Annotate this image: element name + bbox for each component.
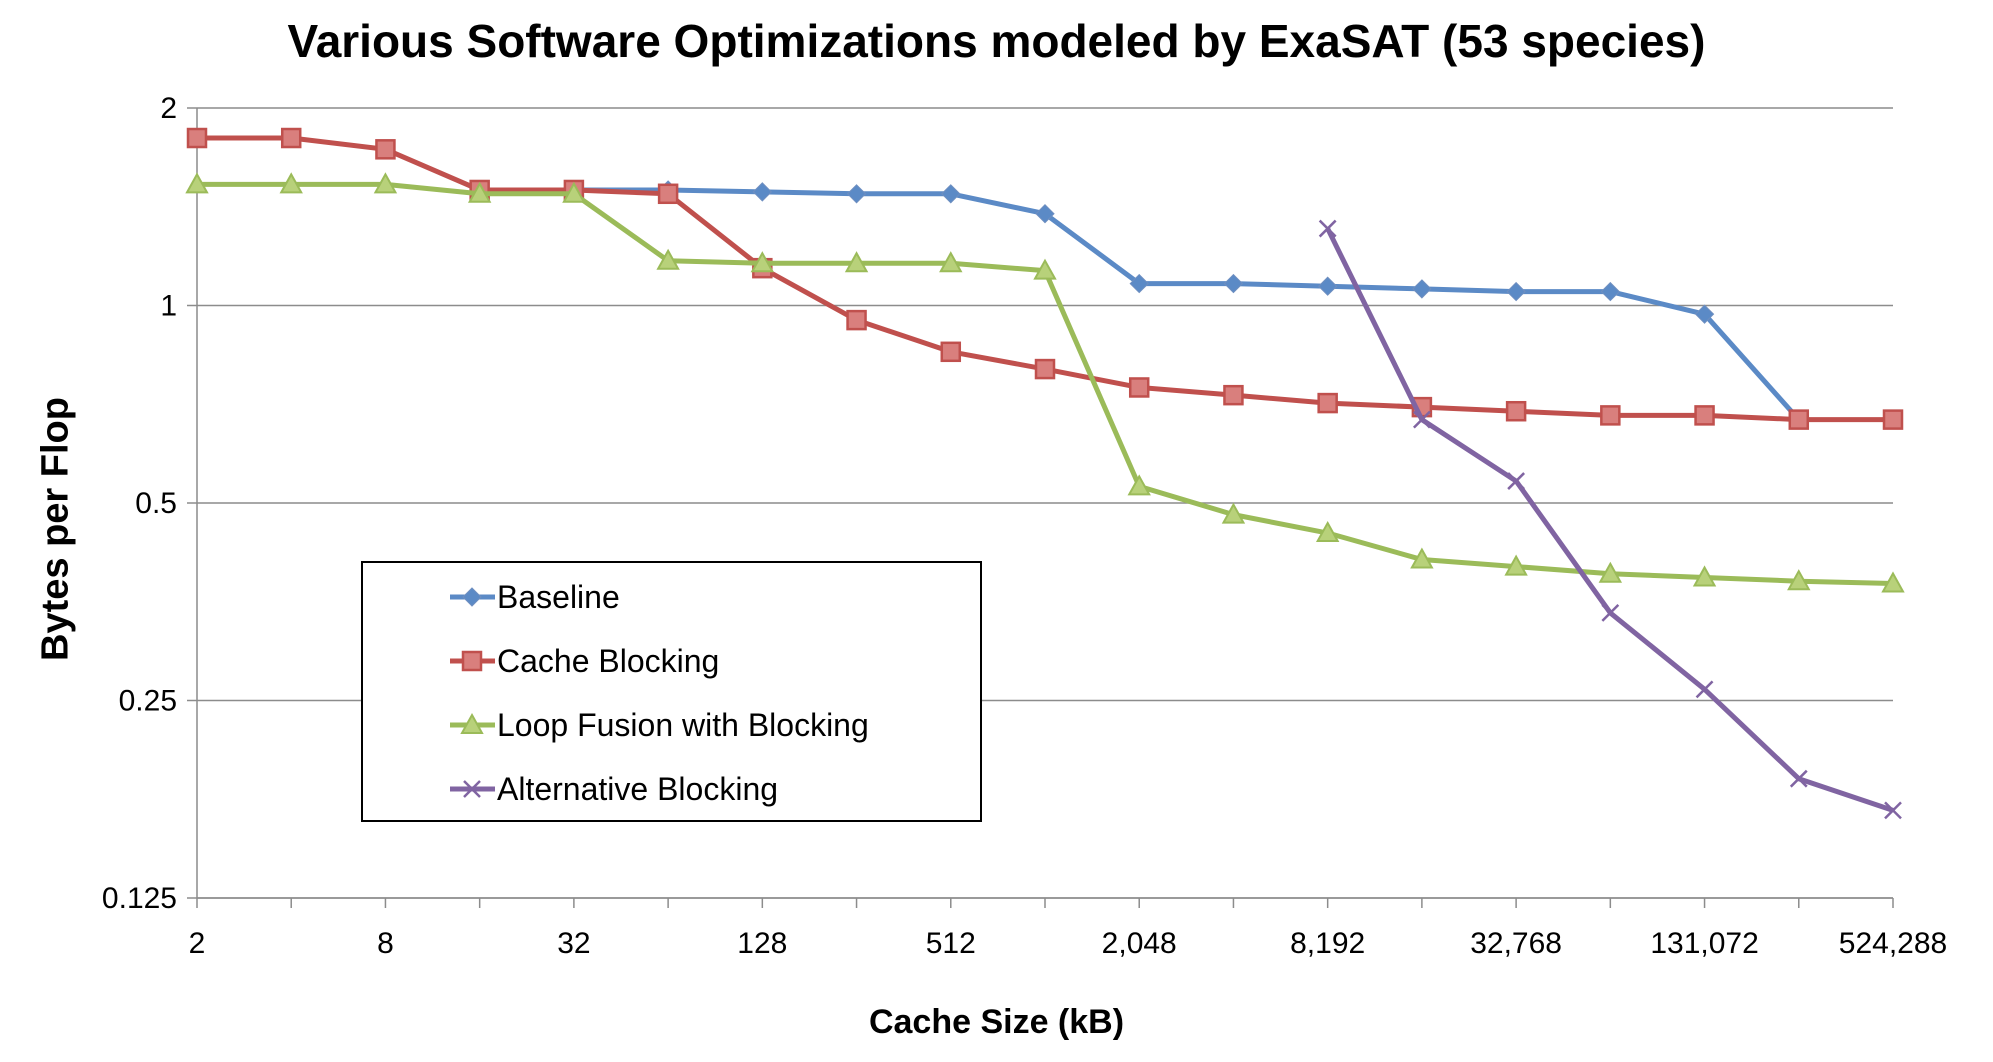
data-point-loop-fusion-with-blocking bbox=[1033, 258, 1057, 280]
data-point-alternative-blocking bbox=[1413, 410, 1431, 429]
data-point-alternative-blocking bbox=[1507, 472, 1525, 490]
y-tick-label: 2 bbox=[160, 92, 177, 125]
data-point-cache-blocking bbox=[280, 127, 302, 149]
data-point-alternative-blocking bbox=[1789, 769, 1808, 788]
data-point-loop-fusion-with-blocking bbox=[750, 251, 775, 273]
data-point-cache-blocking bbox=[186, 127, 208, 149]
data-point-cache-blocking bbox=[657, 183, 679, 205]
x-marker-stroke bbox=[463, 780, 481, 798]
chart-title: Various Software Optimizations modeled b… bbox=[287, 15, 1706, 67]
data-point-baseline bbox=[1035, 204, 1055, 224]
legend-item-loop-fusion-with-blocking: Loop Fusion with Blocking bbox=[450, 707, 869, 743]
series-alternative-blocking bbox=[1318, 219, 1902, 820]
data-point-loop-fusion-with-blocking bbox=[656, 248, 680, 270]
series-loop-fusion-with-blocking bbox=[185, 172, 1905, 593]
x-tick-label: 131,072 bbox=[1650, 927, 1758, 960]
x-marker-stroke bbox=[1695, 680, 1714, 699]
x-marker-stroke bbox=[1413, 410, 1431, 429]
data-point-loop-fusion-with-blocking bbox=[844, 251, 869, 273]
legend-marker bbox=[463, 780, 481, 798]
data-point-loop-fusion-with-blocking bbox=[373, 172, 398, 194]
x-tick-label: 32,768 bbox=[1470, 927, 1562, 960]
x-tick-label: 2,048 bbox=[1102, 927, 1177, 960]
x-marker-stroke bbox=[1789, 769, 1808, 788]
data-point-loop-fusion-with-blocking bbox=[1881, 571, 1905, 593]
legend-marker bbox=[462, 587, 482, 607]
data-point-baseline bbox=[1223, 273, 1244, 294]
data-point-cache-blocking bbox=[1034, 358, 1056, 380]
legend-label: Baseline bbox=[497, 579, 620, 615]
data-point-cache-blocking bbox=[1505, 400, 1527, 422]
data-point-cache-blocking bbox=[1694, 405, 1715, 426]
data-point-loop-fusion-with-blocking bbox=[185, 172, 209, 194]
legend: Baseline Cache Blocking Loop Fusion with B… bbox=[361, 561, 982, 822]
data-point-alternative-blocking bbox=[1695, 680, 1714, 699]
series-line-baseline bbox=[573, 187, 1801, 422]
x-marker-stroke bbox=[1601, 604, 1620, 622]
data-point-cache-blocking bbox=[1128, 377, 1150, 398]
series-line-alternative-blocking bbox=[1325, 227, 1894, 813]
legend-label: Loop Fusion with Blocking bbox=[497, 707, 869, 743]
x-tick-label: 8 bbox=[377, 927, 394, 960]
data-point-baseline bbox=[941, 184, 961, 204]
data-point-loop-fusion-with-blocking bbox=[1127, 474, 1151, 496]
x-tick-label: 512 bbox=[926, 927, 976, 960]
data-point-alternative-blocking bbox=[1884, 801, 1902, 820]
data-point-loop-fusion-with-blocking bbox=[939, 251, 963, 273]
data-point-loop-fusion-with-blocking bbox=[1410, 547, 1434, 569]
data-point-cache-blocking bbox=[1317, 392, 1338, 414]
x-marker-stroke bbox=[1884, 801, 1902, 820]
x-tick-label: 2 bbox=[189, 927, 206, 960]
data-point-loop-fusion-with-blocking bbox=[562, 181, 586, 203]
y-tick-label: 0.25 bbox=[119, 685, 177, 718]
data-point-loop-fusion-with-blocking bbox=[279, 172, 303, 194]
data-point-cache-blocking bbox=[1882, 409, 1904, 430]
x-axis-label: Cache Size (kB) bbox=[868, 1003, 1125, 1041]
data-point-alternative-blocking bbox=[1601, 604, 1620, 622]
data-point-cache-blocking bbox=[846, 309, 867, 331]
axis-layer: 0.125 0.25 0.5 1 2 2 8 32 128 512 2,048 8,192 32,768… bbox=[102, 92, 1947, 960]
legend-marker bbox=[460, 712, 484, 734]
x-marker-stroke bbox=[1507, 472, 1525, 490]
data-point-loop-fusion-with-blocking bbox=[1692, 565, 1717, 587]
data-point-baseline bbox=[1317, 276, 1338, 296]
data-point-loop-fusion-with-blocking bbox=[1315, 520, 1340, 543]
data-point-loop-fusion-with-blocking bbox=[1787, 569, 1811, 591]
legend-marker bbox=[461, 650, 483, 672]
series-layer bbox=[185, 127, 1905, 820]
x-tick-label: 8,192 bbox=[1290, 927, 1365, 960]
data-point-alternative-blocking bbox=[1318, 219, 1337, 238]
y-tick-label: 0.5 bbox=[135, 487, 177, 520]
data-point-baseline bbox=[1694, 304, 1715, 324]
legend-item-alternative-blocking: Alternative Blocking bbox=[450, 771, 778, 807]
legend-item-cache-blocking: Cache Blocking bbox=[450, 643, 719, 679]
x-tick-label: 128 bbox=[737, 927, 787, 960]
data-point-loop-fusion-with-blocking bbox=[1504, 554, 1528, 576]
x-tick-label: 32 bbox=[557, 927, 590, 960]
x-marker-stroke bbox=[1318, 219, 1337, 238]
data-point-loop-fusion-with-blocking bbox=[1598, 561, 1623, 583]
data-point-baseline bbox=[752, 182, 773, 202]
legend-label: Cache Blocking bbox=[497, 643, 719, 679]
series-line-loop-fusion-with-blocking bbox=[197, 181, 1894, 586]
x-tick-label: 524,288 bbox=[1839, 927, 1947, 960]
data-point-baseline bbox=[1412, 279, 1432, 299]
data-point-cache-blocking bbox=[1223, 384, 1244, 406]
legend-label: Alternative Blocking bbox=[497, 771, 778, 807]
data-point-loop-fusion-with-blocking bbox=[467, 181, 492, 203]
y-tick-label: 0.125 bbox=[102, 882, 177, 915]
data-point-baseline bbox=[846, 184, 867, 204]
data-point-cache-blocking bbox=[1788, 409, 1810, 430]
legend-box bbox=[361, 561, 982, 822]
data-point-baseline bbox=[1129, 273, 1149, 294]
data-point-cache-blocking bbox=[1600, 405, 1621, 426]
data-point-baseline bbox=[1600, 281, 1621, 302]
legend-item-baseline: Baseline bbox=[450, 579, 620, 615]
data-point-baseline bbox=[1506, 281, 1526, 302]
data-point-loop-fusion-with-blocking bbox=[1221, 502, 1246, 524]
data-point-cache-blocking bbox=[375, 139, 396, 160]
y-tick-label: 1 bbox=[160, 290, 177, 323]
data-point-cache-blocking bbox=[940, 341, 962, 363]
